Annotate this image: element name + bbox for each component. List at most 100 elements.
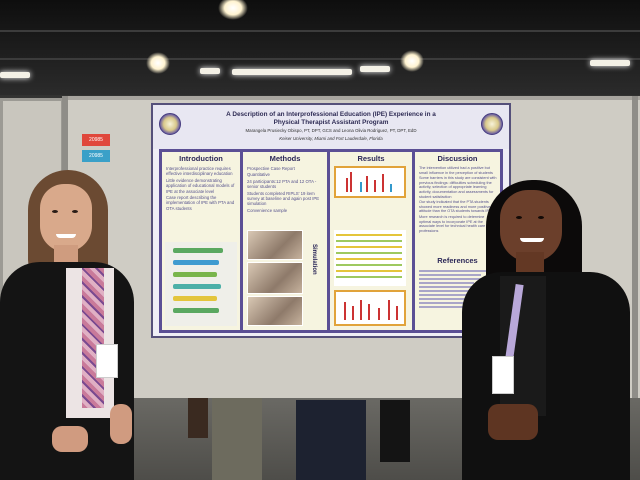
section-heading: References — [437, 256, 478, 265]
ceiling-truss — [0, 30, 640, 32]
table-row — [336, 234, 402, 236]
bullet: Prospective Case Report — [247, 166, 295, 171]
chart-bar — [368, 304, 370, 320]
section-heading: Discussion — [437, 154, 478, 163]
reference-line — [419, 298, 466, 300]
face — [40, 184, 92, 252]
light-tube — [0, 72, 30, 78]
references-text — [419, 268, 497, 310]
chart-bar — [352, 306, 354, 320]
chart-bar — [396, 306, 398, 320]
chart-bar — [388, 300, 390, 320]
flow-step — [173, 296, 217, 301]
bullet: 24 participants:12 PTA and 12 OTA - seni… — [247, 178, 317, 190]
table-row — [336, 276, 402, 278]
poster-affiliation: Keiser University, Miami and Fort Lauder… — [279, 136, 383, 141]
light-tube — [232, 69, 352, 75]
chart-bar — [382, 174, 384, 192]
chart-bar — [360, 182, 362, 192]
bullet: Little evidence demonstrating applicatio… — [166, 177, 235, 194]
intro-flowchart — [165, 242, 237, 326]
table-row — [336, 258, 402, 260]
table-row — [336, 264, 402, 266]
table-row — [336, 246, 402, 248]
bullet: Students completed RIPLS' 19 item survey… — [247, 190, 320, 207]
smile — [56, 234, 76, 238]
reference-line — [419, 302, 485, 304]
chart-bar — [346, 178, 348, 192]
reference-line — [419, 290, 479, 292]
table-row — [336, 240, 402, 242]
background-person-legs — [380, 400, 410, 462]
reference-line — [419, 278, 494, 280]
ceiling-lamp — [218, 0, 248, 20]
university-seal-icon — [481, 113, 503, 135]
bullet: More research is required to determine o… — [419, 214, 486, 233]
eye — [538, 216, 544, 219]
ceiling-lamp — [146, 52, 170, 74]
reference-line — [419, 306, 476, 308]
reference-line — [419, 270, 490, 272]
table-row — [336, 252, 402, 254]
light-tube — [200, 68, 220, 74]
name-badge — [96, 344, 118, 378]
flow-step — [173, 248, 223, 253]
reference-line — [419, 282, 474, 284]
poster-body: Introduction Interprofessional practice … — [159, 149, 503, 333]
poster-title-line: A Description of an Interprofessional Ed… — [226, 111, 436, 118]
patterned-scarf — [82, 268, 104, 408]
chart-bar — [344, 302, 346, 320]
flow-step — [173, 272, 217, 277]
section-heading: Introduction — [179, 154, 223, 163]
bullet: Convenience sample — [247, 207, 288, 213]
clasped-hands — [488, 404, 538, 440]
results-chart — [334, 166, 406, 198]
chart-bar — [350, 172, 352, 192]
bullet: Quantitative — [247, 172, 270, 178]
poster-title: A Description of an Interprofessional Ed… — [183, 111, 479, 127]
board-post — [632, 96, 638, 416]
research-poster: A Description of an Interprofessional Ed… — [151, 103, 511, 338]
table-row — [336, 270, 402, 272]
poster-title-line: Physical Therapist Assistant Program — [273, 119, 389, 126]
bullet: Case report describing the implementatio… — [166, 195, 235, 211]
poster-header: A Description of an Interprofessional Ed… — [153, 105, 509, 149]
bullet: Some barriers in this study are consiste… — [419, 176, 497, 199]
chart-bar — [366, 176, 368, 192]
simulation-photo — [247, 230, 303, 260]
chart-bar — [390, 184, 392, 192]
ceiling-lamp — [400, 50, 424, 72]
simulation-label: Simulation — [311, 244, 317, 275]
flow-step — [173, 284, 221, 289]
section-text: Interprofessional practice requires effe… — [166, 166, 237, 212]
results-chart — [334, 290, 406, 326]
background-person-legs — [188, 398, 208, 438]
reference-line — [419, 274, 482, 276]
reference-line — [419, 286, 488, 288]
chart-bar — [374, 180, 376, 192]
eye — [52, 210, 58, 213]
eye — [72, 210, 78, 213]
board-number-tag: 20985 — [82, 134, 110, 146]
board-number-tag: 20985 — [82, 150, 110, 162]
name-badge — [492, 356, 514, 394]
university-seal-icon — [159, 113, 181, 135]
face — [500, 190, 562, 262]
bullet: Interprofessional practice requires effe… — [166, 166, 233, 177]
ceiling — [0, 0, 640, 95]
flow-step — [173, 260, 219, 265]
eye — [516, 216, 522, 219]
section-heading: Results — [357, 154, 385, 163]
poster-authors: Marangela Prusiecky Obispo, PT, DPT, GCS… — [245, 128, 417, 133]
section-methods: Methods Prospective Case Report Quantita… — [243, 152, 327, 330]
chart-bar — [360, 300, 362, 320]
flow-step — [173, 308, 219, 313]
section-text: The intervention utilized had a positive… — [419, 166, 497, 234]
light-tube — [360, 66, 390, 72]
reference-line — [419, 294, 491, 296]
bullet: The intervention utilized had a positive… — [419, 166, 493, 175]
section-heading: Methods — [269, 154, 301, 163]
light-tube — [590, 60, 630, 66]
section-results: Results — [330, 152, 412, 330]
